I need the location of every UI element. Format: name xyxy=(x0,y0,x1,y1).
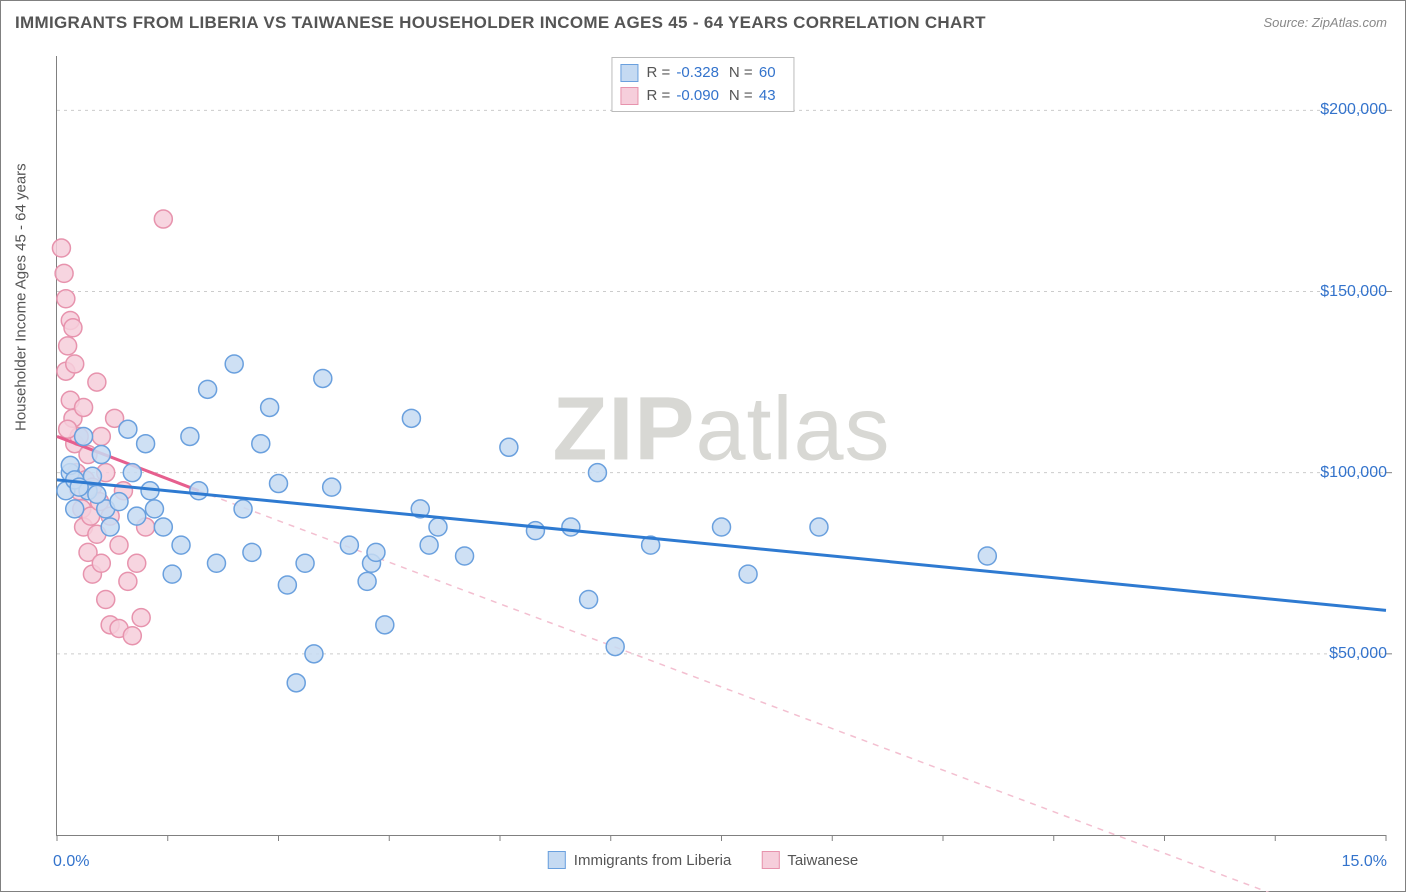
legend-label-1: Taiwanese xyxy=(787,852,858,869)
legend-item-0: Immigrants from Liberia xyxy=(548,851,732,869)
y-tick-label: $200,000 xyxy=(1320,101,1387,119)
legend-stats-row-1: R = -0.090N = 43 xyxy=(620,85,785,108)
swatch-blue-2 xyxy=(548,851,566,869)
legend-stats: R = -0.328N = 60 R = -0.090N = 43 xyxy=(611,57,794,112)
y-tick-label: $100,000 xyxy=(1320,464,1387,482)
swatch-blue xyxy=(620,64,638,82)
legend-label-0: Immigrants from Liberia xyxy=(574,852,732,869)
source-label: Source: ZipAtlas.com xyxy=(1263,15,1387,30)
chart-container: IMMIGRANTS FROM LIBERIA VS TAIWANESE HOU… xyxy=(0,0,1406,892)
plot-area: ZIPatlas xyxy=(56,56,1386,836)
legend-item-1: Taiwanese xyxy=(761,851,858,869)
y-tick-label: $150,000 xyxy=(1320,283,1387,301)
x-tick-max: 15.0% xyxy=(1342,853,1387,871)
chart-title: IMMIGRANTS FROM LIBERIA VS TAIWANESE HOU… xyxy=(15,13,986,33)
swatch-pink-2 xyxy=(761,851,779,869)
x-tick-min: 0.0% xyxy=(53,853,89,871)
y-axis-label: Householder Income Ages 45 - 64 years xyxy=(13,163,30,431)
swatch-pink xyxy=(620,87,638,105)
y-tick-label: $50,000 xyxy=(1329,645,1387,663)
plot-svg xyxy=(57,56,1386,835)
legend-stats-row-0: R = -0.328N = 60 xyxy=(620,62,785,85)
legend-series: Immigrants from Liberia Taiwanese xyxy=(548,851,858,869)
